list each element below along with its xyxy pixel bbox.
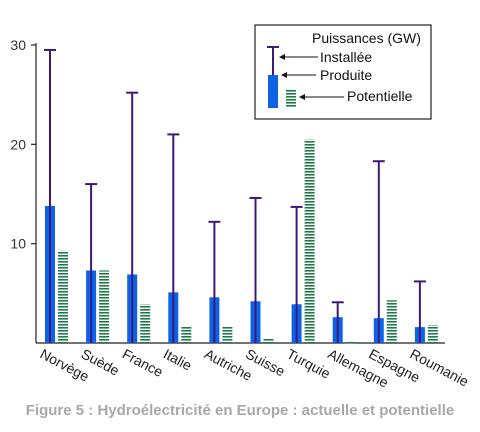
category-label: France	[120, 346, 166, 381]
potential-bar	[386, 300, 397, 343]
potential-bar	[99, 270, 110, 343]
legend-box	[254, 24, 432, 120]
chart-area: 10 20 30 Norvège Suède France Italie Autriche S…	[10, 24, 472, 391]
legend-label: Produite	[320, 67, 372, 83]
legend-arrow-potential-head	[299, 94, 305, 100]
potential-bar	[140, 304, 151, 343]
figure-caption: Figure 5 : Hydroélectricité en Europe : …	[25, 402, 455, 419]
potential-bar	[304, 139, 315, 343]
y-tick-label: 20	[10, 136, 26, 152]
legend-produced-swatch	[268, 75, 278, 108]
category-label: Italie	[161, 346, 195, 374]
legend-title: Puissances (GW)	[312, 30, 421, 46]
potential-bar	[222, 326, 233, 343]
category-label: Turquie	[284, 346, 333, 382]
y-tick-label: 10	[10, 236, 26, 252]
legend-potential-swatch	[286, 90, 296, 107]
potential-bar	[345, 342, 356, 344]
potential-bar	[181, 326, 192, 343]
legend-arrow-produced-head	[281, 72, 287, 78]
legend-arrow-installed-head	[279, 54, 285, 60]
potential-bar	[427, 325, 438, 343]
y-tick-label: 30	[10, 37, 26, 53]
legend-label: Installée	[320, 49, 372, 65]
legend-label: Potentielle	[347, 88, 413, 104]
potential-bar	[58, 250, 68, 343]
legend: Puissances (GW) Installée Produite Potentie…	[254, 24, 432, 120]
potential-bar	[263, 338, 274, 343]
